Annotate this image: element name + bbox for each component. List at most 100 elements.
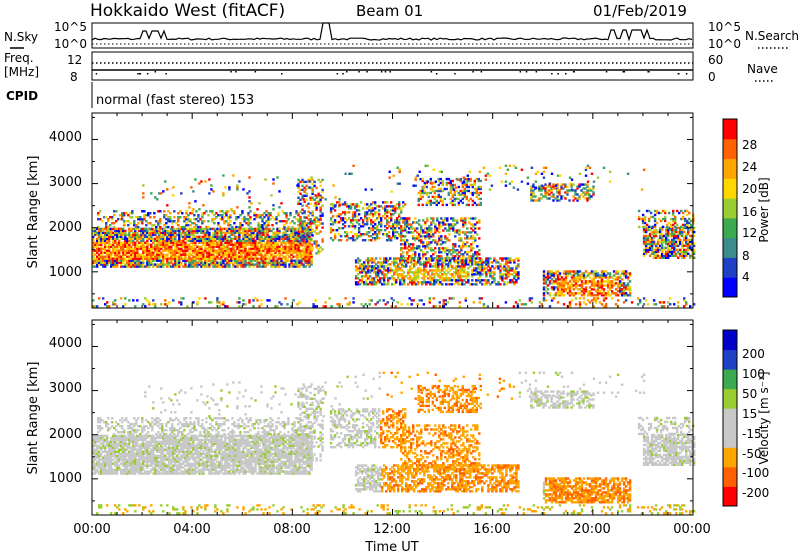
power-cell — [333, 235, 337, 238]
power-cell — [459, 265, 462, 268]
power-cell — [455, 279, 458, 282]
power-cell — [236, 241, 239, 244]
power-cell — [457, 281, 460, 284]
power-cell — [578, 288, 582, 291]
power-cell — [263, 212, 266, 215]
power-cell — [286, 229, 289, 233]
power-cell — [96, 251, 99, 254]
power-cell — [685, 254, 688, 257]
power-cell — [471, 191, 474, 195]
power-cell — [458, 259, 461, 262]
power-cell — [658, 254, 662, 257]
power-cell — [311, 196, 314, 199]
power-cell — [588, 290, 592, 293]
power-cell — [546, 270, 550, 273]
power-cell — [432, 219, 435, 222]
power-cell — [410, 249, 413, 252]
power-cell — [586, 183, 589, 186]
power-cell — [300, 237, 303, 240]
power-cell — [369, 259, 372, 262]
power-cell — [424, 237, 427, 240]
power-cell — [281, 220, 284, 223]
power-cell — [588, 276, 592, 279]
power-cell — [246, 263, 249, 266]
power-cell — [546, 284, 550, 287]
power-cell — [451, 201, 454, 205]
power-cell — [402, 239, 405, 242]
power-cell — [606, 294, 610, 297]
power-cell — [160, 235, 163, 238]
power-cell — [284, 259, 287, 262]
power-cell — [582, 290, 586, 293]
power-cell — [176, 239, 179, 242]
power-cell — [305, 236, 308, 239]
power-cell — [308, 259, 311, 262]
power-cell — [596, 284, 600, 287]
power-cell — [227, 210, 230, 213]
power-cell — [244, 265, 247, 268]
power-cell — [311, 222, 314, 225]
power-cell — [180, 261, 183, 264]
power-cell — [166, 255, 169, 258]
power-cell — [226, 249, 229, 252]
power-cell — [650, 250, 654, 253]
power-cell — [114, 265, 117, 268]
power-cell — [646, 236, 650, 240]
power-cell — [460, 245, 463, 248]
power-cell — [675, 230, 678, 234]
power-cell — [270, 241, 273, 244]
power-cell — [164, 255, 167, 258]
power-cell — [356, 259, 360, 262]
power-cell — [449, 181, 452, 185]
power-cell — [266, 251, 269, 254]
power-cell — [104, 251, 107, 254]
power-cell — [313, 242, 316, 245]
power-cell — [461, 281, 464, 284]
power-cell — [272, 261, 275, 264]
power-cell — [315, 200, 318, 203]
power-cell — [212, 257, 215, 260]
power-cell — [457, 257, 460, 260]
power-cell — [421, 281, 424, 284]
power-cell — [126, 253, 129, 256]
power-cell — [606, 278, 610, 281]
power-cell — [440, 237, 443, 240]
power-cell — [467, 199, 470, 203]
power-cell — [156, 251, 159, 254]
power-cell — [458, 251, 461, 254]
power-cell — [466, 253, 469, 256]
power-cell — [294, 261, 297, 264]
power-cell — [683, 244, 686, 248]
power-cell — [266, 231, 269, 235]
power-cell — [683, 256, 686, 259]
power-cell — [172, 239, 175, 242]
power-cell — [572, 189, 575, 192]
power-cell — [439, 177, 442, 181]
power-cell — [391, 269, 394, 272]
power-cell — [124, 265, 127, 268]
power-cell — [444, 241, 447, 244]
power-cell — [210, 239, 213, 242]
power-cell — [656, 230, 660, 234]
power-cell — [485, 279, 488, 282]
power-cell — [280, 243, 283, 246]
power-cell — [665, 238, 668, 242]
power-cell — [453, 257, 456, 260]
power-cell — [105, 222, 108, 225]
power-cell — [483, 283, 486, 286]
power-cell — [485, 257, 488, 260]
power-cell — [357, 223, 361, 226]
power-cell — [673, 228, 676, 232]
power-cell — [564, 282, 568, 285]
noise-panel: N.Sky 10^5 10^0 10^5 10^0 N.Search — [4, 20, 799, 51]
power-cell — [148, 235, 151, 238]
power-cell — [308, 235, 311, 238]
power-cell — [97, 214, 100, 217]
power-cell — [461, 181, 464, 185]
power-cell — [226, 239, 229, 242]
power-cell — [166, 265, 169, 268]
power-cell — [284, 243, 287, 246]
power-cell — [240, 261, 243, 264]
power-cell — [395, 259, 398, 262]
freq-dot — [472, 71, 474, 73]
